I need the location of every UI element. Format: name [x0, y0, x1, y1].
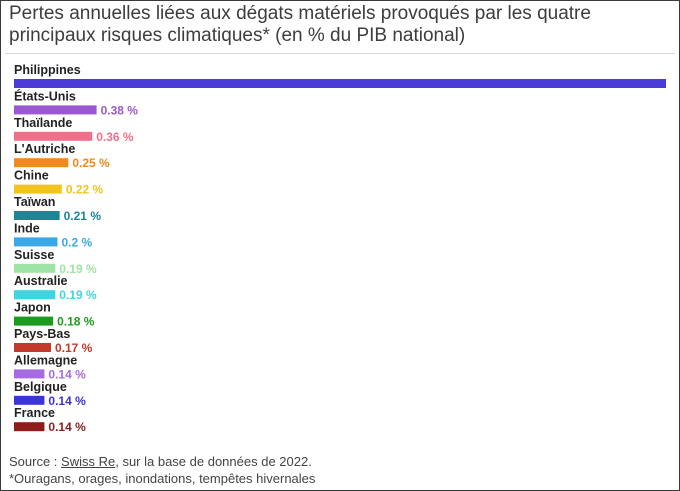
bar [14, 263, 56, 273]
category-label: Suisse [14, 248, 54, 262]
value-label: 0.18 % [57, 315, 95, 329]
value-label: 0.14 % [48, 394, 86, 408]
bar [14, 211, 60, 220]
bar [14, 290, 56, 300]
bar-row: Inde 0.2 % [14, 221, 92, 249]
category-label: L'Autriche [14, 142, 75, 156]
category-label: Belgique [14, 380, 67, 394]
bar [14, 237, 58, 247]
value-label: 0.36 % [96, 130, 134, 144]
category-label: Japon [14, 301, 51, 315]
value-label: 0.21 % [64, 209, 102, 223]
bar [14, 131, 93, 141]
value-label: 0.38 % [101, 103, 139, 117]
title-divider [5, 53, 675, 54]
chart-title: Pertes annuelles liées aux dégats matéri… [9, 3, 591, 46]
category-label: États-Unis [14, 88, 76, 103]
source-link[interactable]: Swiss Re [61, 454, 116, 469]
bar-row: Japon 0.18 % [14, 301, 95, 329]
bar-row: États-Unis 0.38 % [14, 88, 138, 117]
source-suffix: , sur la base de données de 2022. [115, 454, 312, 469]
source-line: Source : Swiss Re, sur la base de donnée… [9, 453, 315, 470]
category-label: Philippines [14, 63, 81, 77]
bar [14, 79, 666, 88]
bar-row: Suisse 0.19 % [14, 248, 97, 276]
value-label: 0.22 % [66, 183, 104, 197]
bar [14, 395, 45, 405]
value-label: 0.17 % [55, 341, 93, 355]
bar-row: Taïwan 0.21 % [14, 195, 101, 223]
category-label: Allemagne [14, 353, 77, 367]
value-label: 0.19 % [59, 262, 97, 276]
bar-row: Thaïlande 0.36 % [14, 116, 134, 144]
bar-row: Philippines [14, 63, 666, 88]
category-label: Pays-Bas [14, 327, 70, 341]
value-label: 0.2 % [61, 235, 92, 249]
category-label: Thaïlande [14, 116, 72, 130]
bar-row: Chine 0.22 % [14, 169, 104, 197]
value-label: 0.19 % [59, 288, 97, 302]
bar [14, 369, 45, 379]
category-label: Australie [14, 274, 68, 288]
chart-footer: Source : Swiss Re, sur la base de donnée… [9, 453, 315, 487]
footnote: *Ouragans, orages, inondations, tempêtes… [9, 471, 316, 486]
bar [14, 105, 97, 115]
bar [14, 422, 45, 432]
source-prefix: Source : [9, 454, 62, 469]
value-label: 0.14 % [48, 367, 86, 381]
bar-chart: Philippines États-Unis 0.38 % Thaïlande 0.36… [14, 63, 666, 434]
category-label: Chine [14, 169, 49, 183]
bar [14, 184, 62, 194]
category-label: France [14, 406, 55, 420]
category-label: Taïwan [14, 195, 55, 209]
bar [14, 316, 54, 326]
value-label: 0.14 % [48, 420, 86, 434]
category-label: Inde [14, 221, 40, 235]
value-label: 0.25 % [72, 156, 110, 170]
bar [14, 343, 51, 352]
bar [14, 158, 69, 168]
